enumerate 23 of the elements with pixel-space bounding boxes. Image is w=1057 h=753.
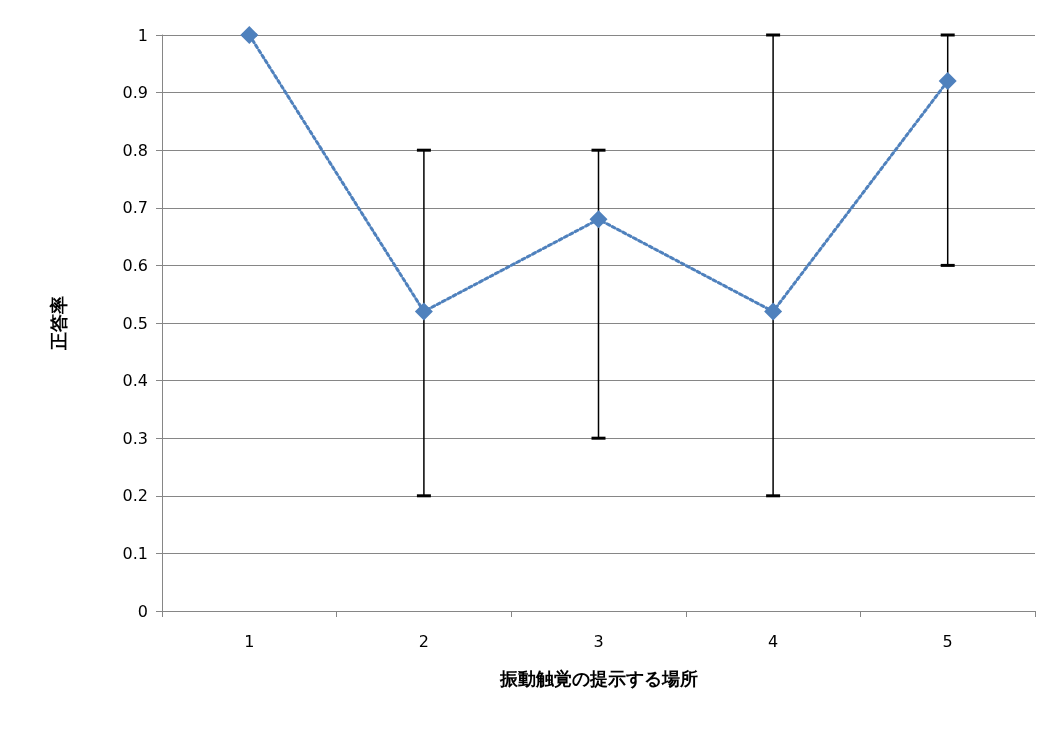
x-tick-label: 3 bbox=[593, 631, 604, 651]
point bbox=[414, 302, 433, 321]
y-tick-label: 0.8 bbox=[122, 140, 148, 160]
y-tick-label: 0 bbox=[137, 601, 148, 621]
x-tick-label: 1 bbox=[244, 631, 255, 651]
y-axis-title: 正答率 bbox=[47, 296, 69, 351]
point bbox=[938, 72, 957, 91]
y-tick-label: 1 bbox=[137, 25, 148, 45]
y-tick-label: 0.4 bbox=[122, 371, 148, 391]
y-tick-label: 0.9 bbox=[122, 83, 148, 103]
point bbox=[589, 210, 608, 229]
x-axis-title: 振動触覚の提示する場所 bbox=[498, 667, 698, 689]
x-tick-label: 2 bbox=[418, 631, 429, 651]
y-tick-label: 0.2 bbox=[122, 486, 148, 506]
y-tick-label: 0.6 bbox=[122, 255, 148, 275]
point bbox=[240, 26, 259, 44]
x-tick-label: 5 bbox=[942, 631, 953, 651]
x-tick-label: 4 bbox=[768, 631, 779, 651]
y-tick-label: 0.1 bbox=[122, 543, 148, 563]
y-tick-label: 0.3 bbox=[122, 428, 148, 448]
y-tick-label: 0.5 bbox=[122, 313, 148, 333]
y-tick-label: 0.7 bbox=[122, 198, 148, 218]
point bbox=[764, 302, 783, 321]
